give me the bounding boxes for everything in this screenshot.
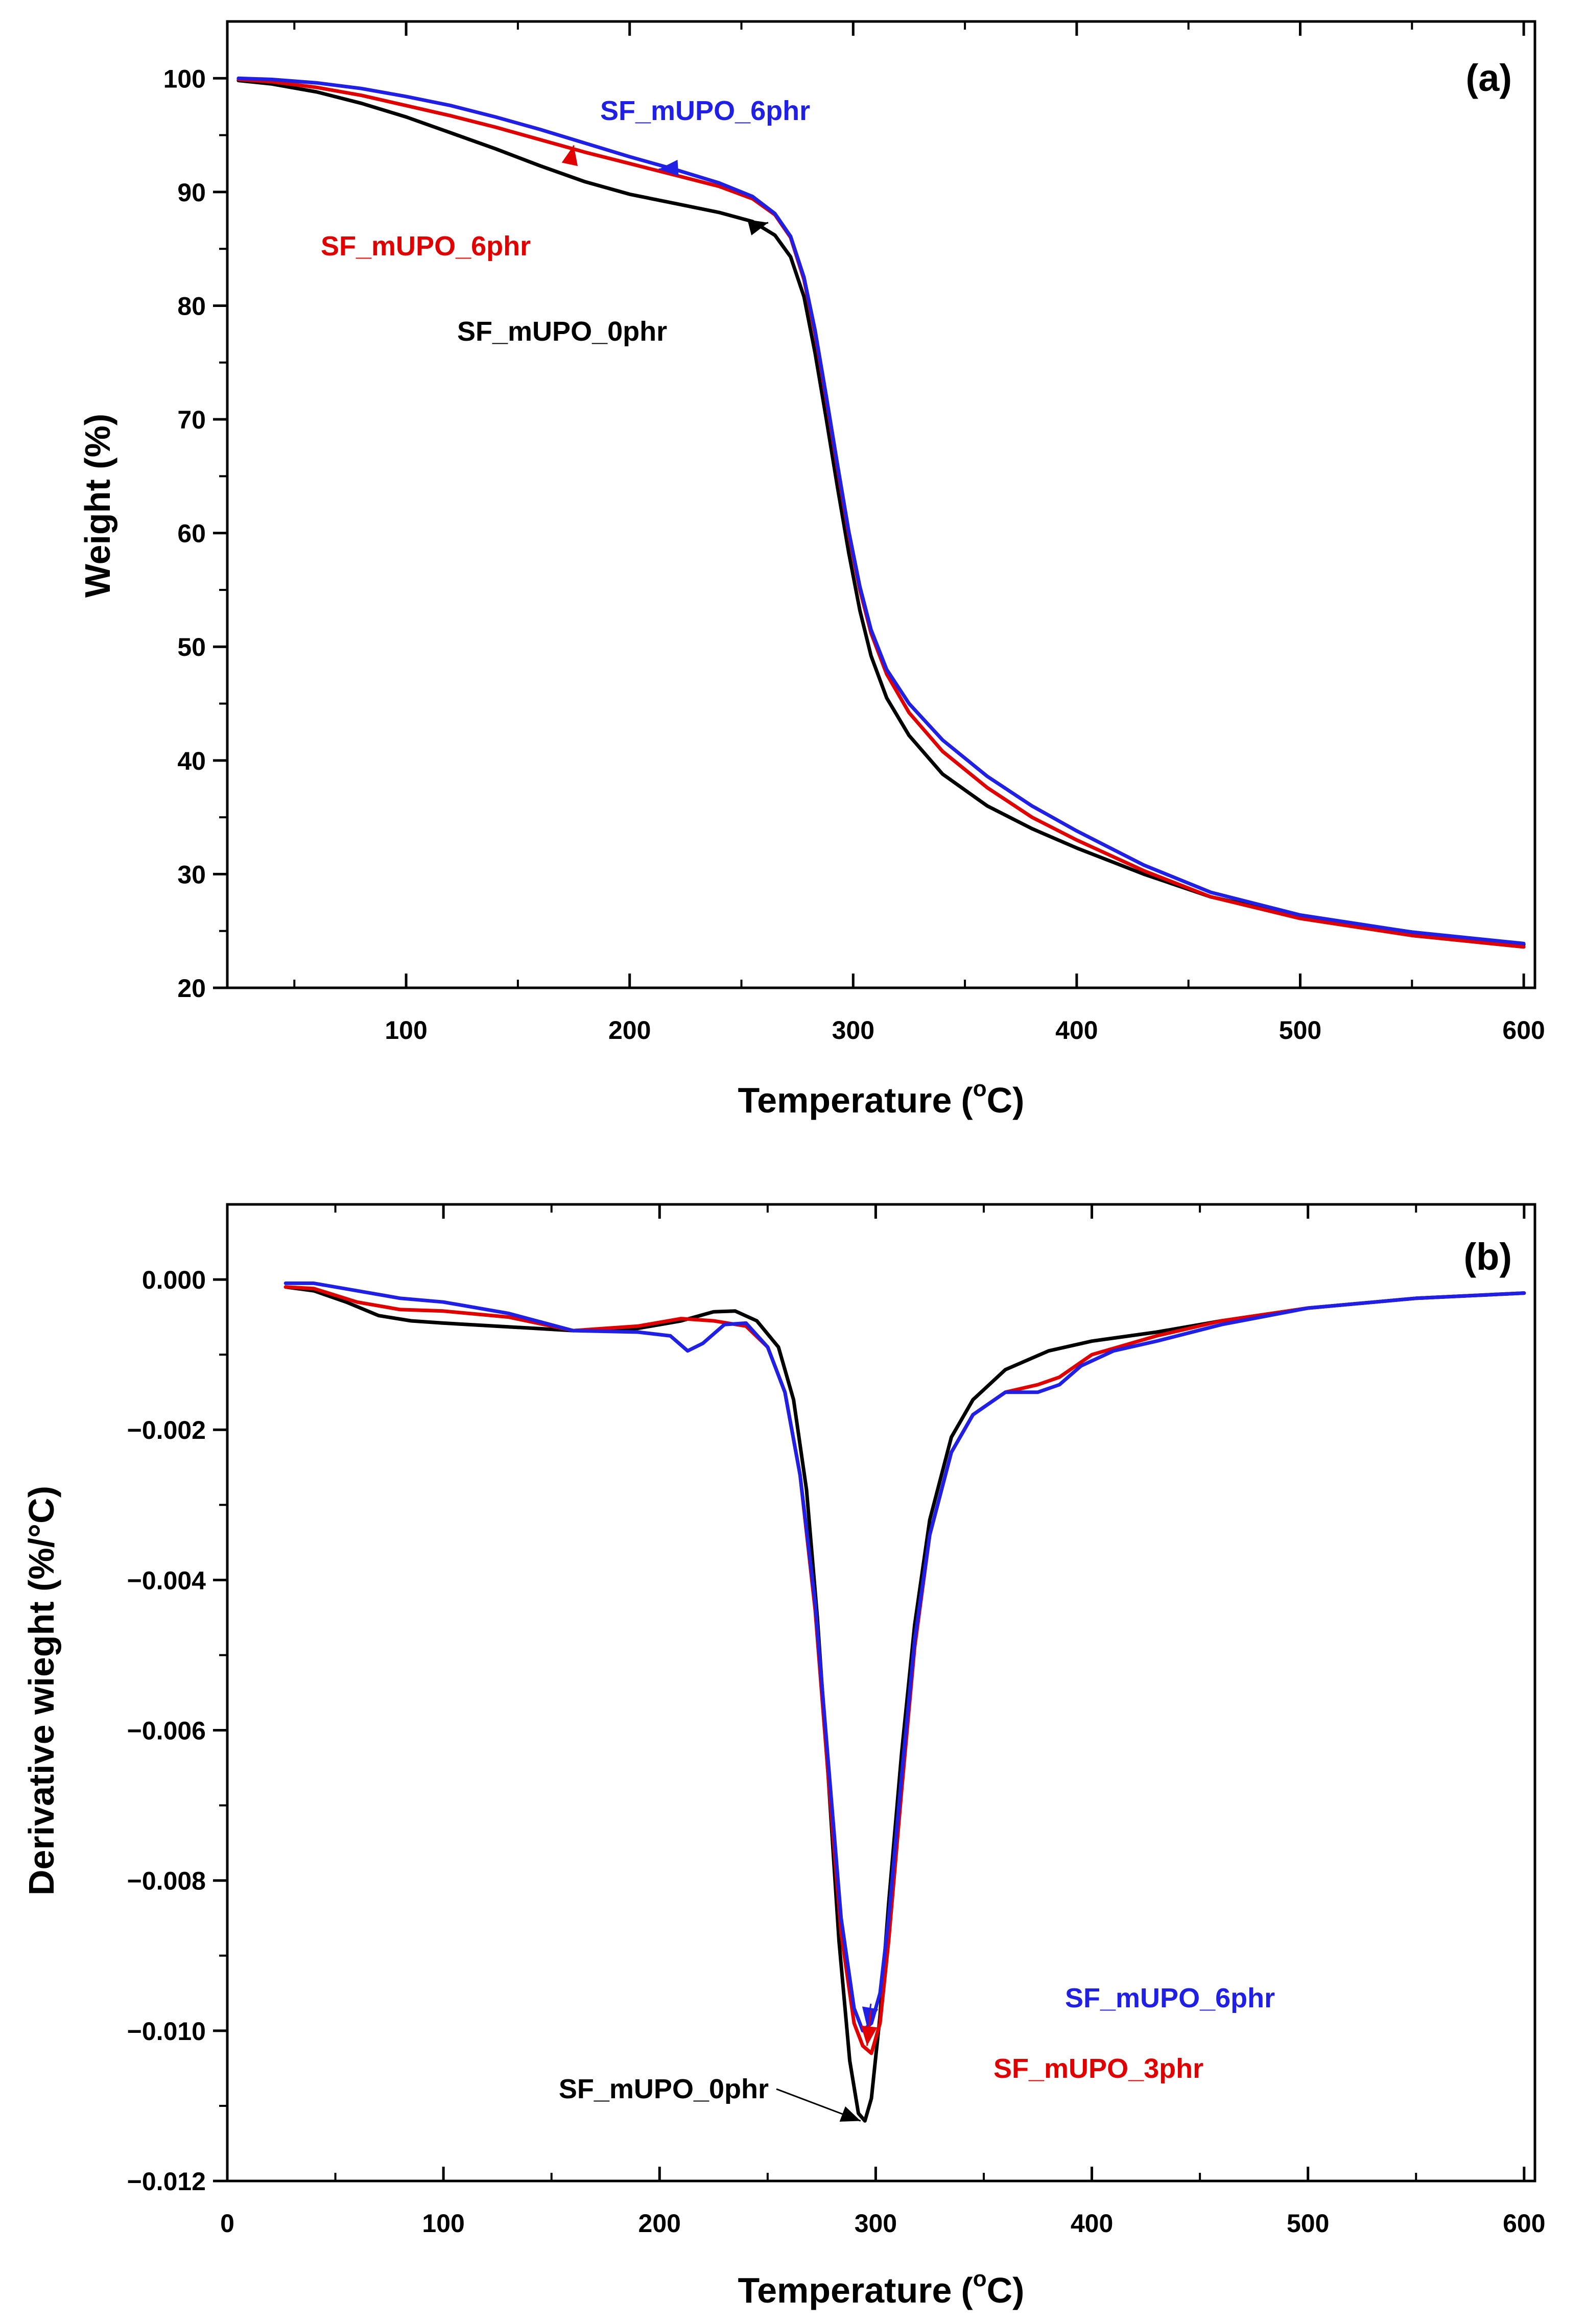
panel-b-y-tick-label: −0.004 — [127, 1566, 206, 1595]
panel-a-chart: 100 200 300 400 500 600 20 30 40 50 60 70 80 90 100 S… — [78, 20, 1545, 1120]
panel-b-x-axis-unit-open: ( — [961, 2270, 973, 2310]
panel-a-y-tick-label: 40 — [177, 747, 206, 775]
panel-b-annotations: SF_mUPO_6phr SF_mUPO_3phr SF_mUPO_0phr — [559, 1983, 1275, 2122]
panel-a-y-tick-label: 70 — [177, 406, 206, 434]
panel-b-x-axis-degree: o — [973, 2266, 987, 2291]
annotation-label-sf-mupo-6phr: SF_mUPO_6phr — [321, 231, 531, 262]
panel-b-series — [283, 1281, 1526, 2123]
panel-a-x-tick-label: 500 — [1279, 1016, 1321, 1045]
series-line-sf-mupo-0phr — [283, 1285, 1526, 2123]
annotation-arrow-head — [747, 219, 769, 235]
panel-a-x-tick-label: 300 — [832, 1016, 874, 1045]
panel-b-x-tick-label: 500 — [1287, 2209, 1329, 2238]
series-line-sf-mupo-6phr — [236, 76, 1526, 945]
panel-a-y-axis-title: Weight (%) — [78, 414, 117, 598]
panel-b-x-tick-label: 0 — [220, 2209, 234, 2238]
panel-a-x-tick-label: 400 — [1055, 1016, 1098, 1045]
panel-b-x-tick-label: 300 — [855, 2209, 897, 2238]
annotation-arrow-head — [839, 2106, 861, 2122]
panel-a-x-tick-label: 200 — [608, 1016, 651, 1045]
panel-b-y-tick-label: −0.012 — [127, 2167, 206, 2196]
panel-a-y-tick-label: 100 — [163, 64, 206, 93]
annotation-arrow-head — [861, 2025, 878, 2046]
panel-b-y-axis-title: Derivative wieght (%/°C) — [21, 1486, 61, 1895]
panel-a-y-tick-label: 60 — [177, 519, 206, 548]
panel-a-annotations: SF_mUPO_6phr SF_mUPO_6phr SF_mUPO_0phr — [321, 96, 810, 347]
annotation-arrow-head — [561, 145, 578, 167]
panel-a-x-axis-title: Temperature (oC) — [738, 1076, 1025, 1120]
panel-a-y-tick-label: 80 — [177, 292, 206, 320]
panel-b-x-axis-unit: C) — [987, 2270, 1025, 2310]
series-line-sf-mupo-0phr — [236, 79, 1526, 946]
panel-a-plot-frame — [226, 20, 1536, 989]
panel-a-x-axis-degree: o — [973, 1076, 987, 1101]
panel-b-y-tick-label: −0.006 — [127, 1717, 206, 1745]
panel-a-y-tick-label: 30 — [177, 860, 206, 889]
panel-a-y-tick-label: 50 — [177, 633, 206, 661]
panel-b-x-tick-label: 400 — [1071, 2209, 1113, 2238]
panel-b-x-axis-title-text: Temperature — [738, 2270, 952, 2310]
panel-b-x-tick-label: 100 — [422, 2209, 464, 2238]
panel-a-x-axis-title-text: Temperature — [738, 1080, 952, 1120]
panel-a-x-tick-labels: 100 200 300 400 500 600 — [385, 1016, 1545, 1045]
panel-a-series — [236, 76, 1526, 949]
annotation-label-sf-mupo-0phr: SF_mUPO_0phr — [559, 2074, 769, 2104]
panel-b-y-tick-labels: 0.000 −0.002 −0.004 −0.006 −0.008 −0.010 −0.01… — [127, 1266, 206, 2196]
panel-b-y-tick-label: −0.008 — [127, 1867, 206, 1895]
panel-b-y-tick-label: 0.000 — [142, 1266, 206, 1294]
panel-a-x-tick-label: 600 — [1502, 1016, 1545, 1045]
annotation-label-sf-mupo-0phr: SF_mUPO_0phr — [457, 316, 667, 347]
panel-a-y-tick-labels: 20 30 40 50 60 70 80 90 100 — [163, 64, 206, 1003]
panel-b-x-tick-label: 200 — [638, 2209, 681, 2238]
panel-b-x-tick-labels: 0 100 200 300 400 500 600 — [220, 2209, 1545, 2238]
panel-b-chart: 0 100 200 300 400 500 600 0.000 −0.002 −0.004 −0.… — [21, 1203, 1546, 2310]
annotation-arrow-head — [658, 159, 679, 176]
series-line-sf-mupo-6phr — [283, 1281, 1526, 2033]
panel-b-x-tick-label: 600 — [1503, 2209, 1545, 2238]
panel-a-label: (a) — [1466, 57, 1512, 99]
panel-b-label: (b) — [1464, 1236, 1512, 1278]
panel-b-y-tick-label: −0.010 — [127, 2017, 206, 2046]
panel-a-y-tick-label: 20 — [177, 974, 206, 1003]
panel-b-plot-frame — [226, 1203, 1536, 2183]
panel-a-x-axis-unit-open: ( — [961, 1080, 973, 1120]
panel-a-y-tick-label: 90 — [177, 178, 206, 207]
panel-a-x-axis-unit: C) — [987, 1080, 1025, 1120]
panel-a-x-tick-label: 100 — [385, 1016, 427, 1045]
panel-b-x-axis-title: Temperature (oC) — [738, 2266, 1025, 2310]
annotation-label-sf-mupo-6phr: SF_mUPO_6phr — [1065, 1983, 1275, 2013]
annotation-label-sf-mupo-3phr: SF_mUPO_3phr — [993, 2053, 1203, 2084]
annotation-label-sf-mupo-6phr: SF_mUPO_6phr — [600, 96, 810, 126]
panel-b-ticks — [213, 1204, 1526, 2183]
panel-b-y-tick-label: −0.002 — [127, 1416, 206, 1444]
panel-a-ticks — [213, 21, 1525, 989]
